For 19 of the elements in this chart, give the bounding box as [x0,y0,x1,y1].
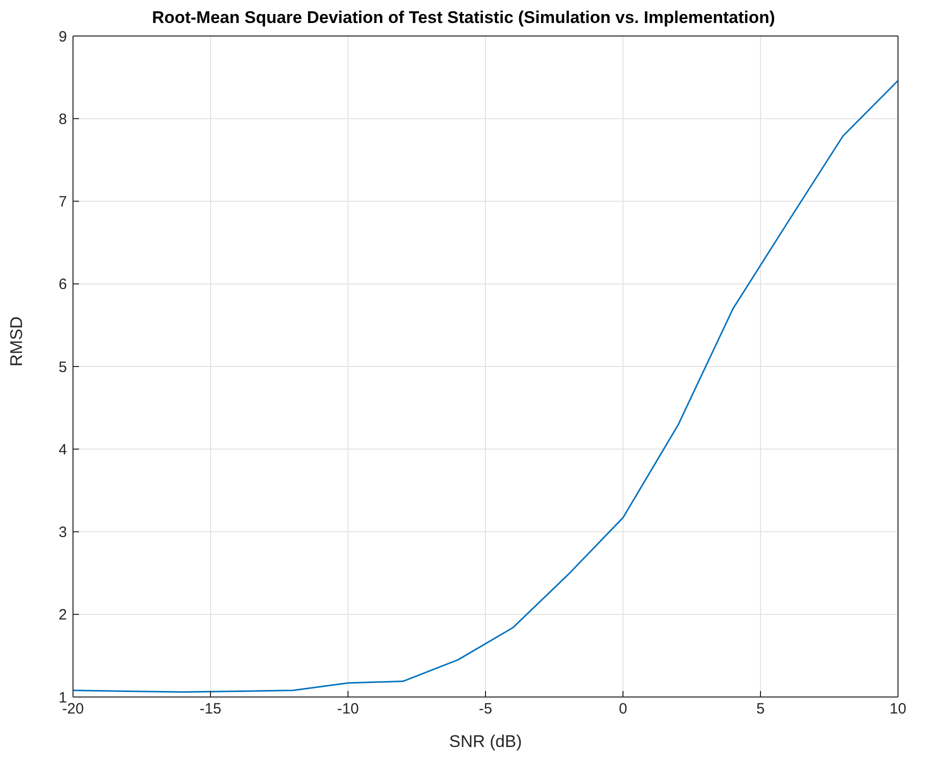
x-axis-title: SNR (dB) [449,732,522,751]
x-tick-label: -15 [200,700,222,718]
y-tick-label: 9 [58,28,67,46]
y-tick-label: 5 [58,358,67,376]
x-tick-label: -5 [478,700,492,718]
line-series [73,80,898,693]
x-tick-label: -10 [337,700,359,718]
y-tick-label: 8 [58,110,67,128]
y-tick-label: 3 [58,524,67,542]
y-tick-label: 1 [58,689,67,706]
y-tick-label: 4 [58,441,67,458]
x-tick-label: 0 [618,700,628,718]
y-tick-label: 2 [58,606,67,624]
x-tick-label: 10 [890,700,906,718]
y-tick-label: 7 [58,194,67,211]
y-axis-title: RMSD [7,316,26,366]
chart-title: Root-Mean Square Deviation of Test Statistic (Simulation vs. Implementation) [150,8,776,29]
x-tick-label: 5 [756,700,765,718]
y-tick-label: 6 [58,276,67,294]
